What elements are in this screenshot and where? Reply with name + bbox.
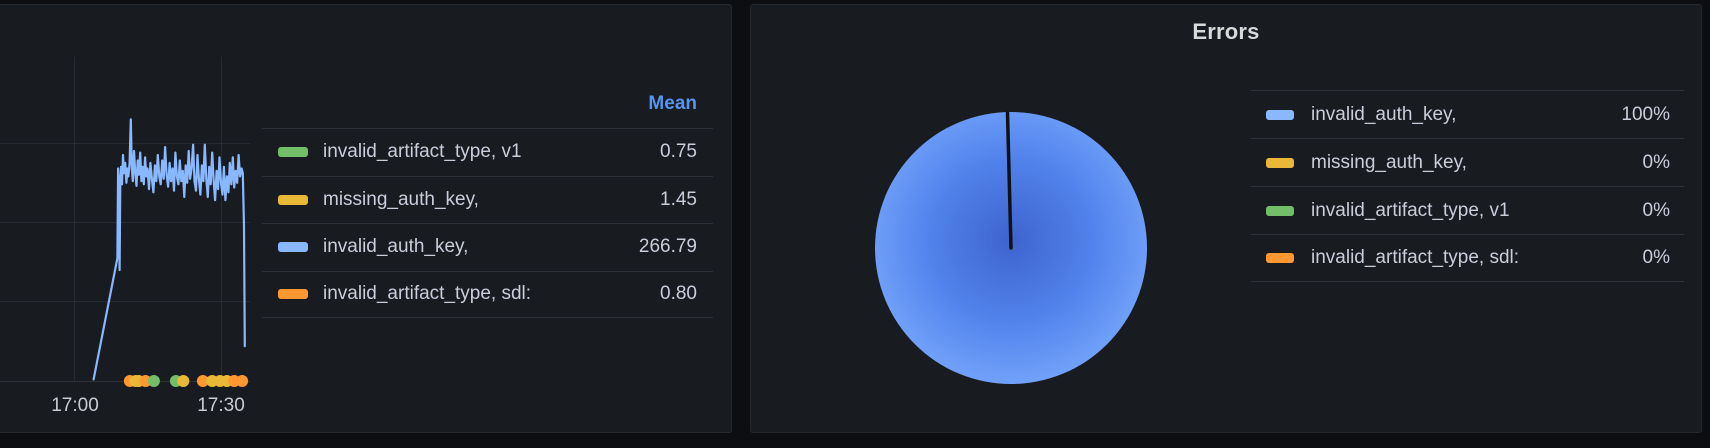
series-color-swatch — [278, 242, 308, 253]
series-color-swatch — [1266, 205, 1294, 216]
series-color-swatch — [278, 147, 308, 158]
panel-title[interactable]: Errors — [1192, 19, 1260, 44]
series-name[interactable]: invalid_artifact_type, v1 — [1311, 199, 1510, 221]
series-name[interactable]: invalid_artifact_type, sdl: — [1311, 247, 1520, 268]
legend-item-invalid-auth-key[interactable]: invalid_auth_key, 100% — [1251, 90, 1684, 138]
legend-item-invalid-auth-key[interactable]: invalid_auth_key, 266.79 — [262, 223, 713, 271]
legend-item-missing-auth-key[interactable]: missing_auth_key, 1.45 — [262, 175, 713, 224]
series-mean-value: 0.75 — [660, 141, 697, 163]
series-color-swatch — [1266, 109, 1294, 120]
series-percent-value: 0% — [1642, 247, 1670, 268]
x-axis-tick-17-30: 17:30 — [197, 395, 245, 416]
legend-item-invalid-artifact-type-sdl[interactable]: invalid_artifact_type, sdl: 0% — [1251, 234, 1684, 282]
pie-zero-slices-divider — [1005, 111, 1013, 250]
errors-pie-panel: Errors invalid_auth_key, 100% missing_au… — [750, 4, 1702, 433]
series-name[interactable]: invalid_artifact_type, sdl: — [323, 283, 532, 305]
legend-item-invalid-artifact-type-sdl[interactable]: invalid_artifact_type, sdl: 0.80 — [262, 270, 713, 318]
time-series-legend: Mean invalid_artifact_type, v1 0.75 miss… — [262, 79, 713, 318]
near-zero-series-points — [123, 375, 249, 387]
time-series-plot-area[interactable] — [0, 5, 732, 434]
legend-mean-column-header[interactable]: Mean — [648, 92, 697, 114]
series-name[interactable]: invalid_auth_key, — [1311, 103, 1457, 125]
series-name[interactable]: missing_auth_key, — [323, 188, 479, 210]
series-line-invalid-auth-key — [92, 118, 246, 381]
series-mean-value: 266.79 — [638, 236, 697, 258]
series-mean-value: 0.80 — [660, 283, 697, 305]
series-percent-value: 0% — [1642, 199, 1670, 221]
series-color-swatch — [278, 289, 308, 300]
series-color-swatch — [1266, 157, 1294, 168]
pie-plot-area — [875, 111, 1147, 384]
x-axis-tick-17-00: 17:00 — [51, 395, 99, 416]
legend-item-invalid-artifact-type-v1[interactable]: invalid_artifact_type, v1 0% — [1251, 186, 1684, 234]
series-name[interactable]: missing_auth_key, — [1311, 151, 1467, 173]
time-series-panel: 17:00 17:30 Mean invalid_artifact_type, … — [0, 4, 732, 433]
grid-lines — [0, 57, 250, 387]
series-mean-value: 1.45 — [660, 188, 697, 210]
legend-item-invalid-artifact-type-v1[interactable]: invalid_artifact_type, v1 0.75 — [262, 128, 713, 176]
legend-item-missing-auth-key[interactable]: missing_auth_key, 0% — [1251, 138, 1684, 186]
series-percent-value: 0% — [1642, 151, 1670, 173]
series-name[interactable]: invalid_auth_key, — [323, 236, 469, 258]
series-color-swatch — [1266, 253, 1294, 263]
series-percent-value: 100% — [1621, 103, 1670, 125]
series-name[interactable]: invalid_artifact_type, v1 — [323, 141, 522, 163]
pie-legend: invalid_auth_key, 100% missing_auth_key,… — [1251, 90, 1684, 282]
series-color-swatch — [278, 194, 308, 205]
